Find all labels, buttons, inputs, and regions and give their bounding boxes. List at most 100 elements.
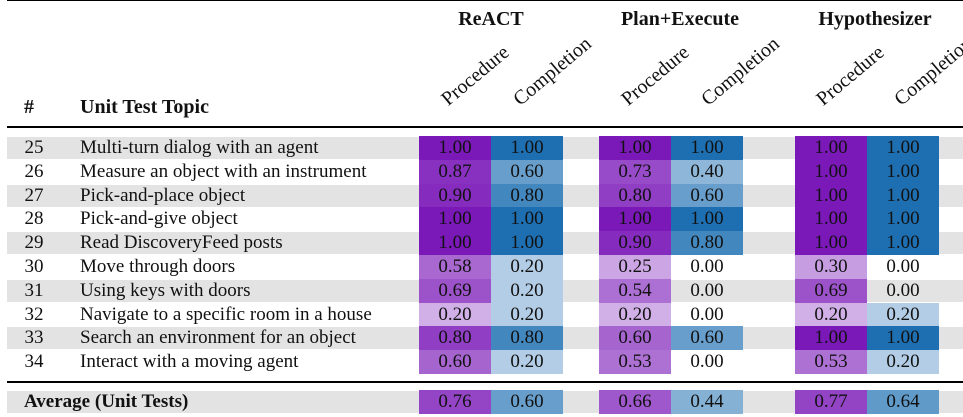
score-hyp-procedure: 1.00 <box>795 159 867 184</box>
row-number: 28 <box>24 208 44 230</box>
score-hyp-completion: 0.20 <box>867 350 939 375</box>
score-hyp-procedure: 0.69 <box>795 278 867 303</box>
score-react-completion: 0.20 <box>491 278 563 303</box>
row-topic: Multi-turn dialog with an agent <box>80 137 319 158</box>
score-plan-completion: 0.40 <box>671 159 743 184</box>
score-hyp-procedure: 0.30 <box>795 255 867 279</box>
row-topic: Navigate to a specific room in a house <box>80 303 372 325</box>
score-hyp-completion: 0.00 <box>886 279 920 301</box>
score-react-completion: 0.60 <box>491 159 563 184</box>
score-react-procedure: 0.90 <box>419 183 491 208</box>
average-rule <box>7 381 963 383</box>
header-rule <box>7 126 963 128</box>
score-hyp-procedure: 0.53 <box>795 350 867 375</box>
row-number: 32 <box>24 303 44 325</box>
row-topic: Using keys with doors <box>80 279 251 301</box>
score-plan-procedure: 0.20 <box>599 302 671 327</box>
score-plan-procedure: 1.00 <box>599 136 671 160</box>
col-header-plan-procedure: Procedure <box>617 41 694 111</box>
row-topic: Measure an object with an instrument <box>80 160 367 182</box>
col-header-react-completion: Completion <box>509 32 596 111</box>
row-number: 33 <box>24 327 44 349</box>
row-topic: Pick-and-give object <box>80 208 238 230</box>
score-plan-completion: 1.00 <box>671 136 743 160</box>
score-plan-completion: 0.00 <box>690 279 724 301</box>
col-header-react-procedure: Procedure <box>437 41 514 111</box>
score-plan-completion: 0.00 <box>690 351 724 373</box>
score-plan-completion: 0.80 <box>671 231 743 256</box>
row-topic: Pick-and-place object <box>80 184 246 206</box>
average-plan-completion: 0.44 <box>671 390 743 414</box>
row-number: 29 <box>24 232 44 254</box>
score-hyp-procedure: 1.00 <box>795 231 867 256</box>
row-number: 27 <box>24 184 44 206</box>
row-topic: Interact with a moving agent <box>80 351 299 373</box>
score-hyp-completion: 1.00 <box>867 326 939 351</box>
top-rule <box>7 0 963 1</box>
score-plan-completion: 0.60 <box>671 326 743 351</box>
col-header-hyp-procedure: Procedure <box>812 41 889 111</box>
row-number: 26 <box>24 160 44 182</box>
score-react-procedure: 0.80 <box>419 326 491 351</box>
score-plan-completion: 1.00 <box>671 207 743 232</box>
row-topic: Search an environment for an object <box>80 327 356 349</box>
row-number: 31 <box>24 279 44 301</box>
score-hyp-completion: 1.00 <box>867 136 939 160</box>
average-label: Average (Unit Tests) <box>24 391 189 412</box>
row-topic: Read DiscoveryFeed posts <box>80 232 283 254</box>
score-hyp-completion: 0.00 <box>886 256 920 277</box>
score-react-procedure: 1.00 <box>419 231 491 256</box>
average-react-completion: 0.60 <box>491 390 563 414</box>
score-plan-procedure: 0.90 <box>599 231 671 256</box>
score-hyp-completion: 1.00 <box>867 159 939 184</box>
score-plan-procedure: 0.60 <box>599 326 671 351</box>
row-number: 30 <box>24 256 44 277</box>
score-hyp-completion: 1.00 <box>867 207 939 232</box>
topic-column-header: Unit Test Topic <box>80 96 209 118</box>
score-hyp-procedure: 0.20 <box>795 302 867 327</box>
average-hyp-procedure: 0.77 <box>795 390 867 414</box>
score-react-completion: 0.20 <box>491 302 563 327</box>
score-react-completion: 0.80 <box>491 326 563 351</box>
score-react-procedure: 0.87 <box>419 159 491 184</box>
col-header-hyp-completion: Completion <box>890 32 963 111</box>
score-hyp-procedure: 1.00 <box>795 183 867 208</box>
group-header-react: ReACT <box>458 8 524 30</box>
group-header-hypothesizer: Hypothesizer <box>818 8 932 30</box>
score-plan-completion: 0.00 <box>690 256 724 277</box>
score-hyp-procedure: 1.00 <box>795 326 867 351</box>
score-hyp-completion: 0.20 <box>867 302 939 327</box>
average-plan-procedure: 0.66 <box>599 390 671 414</box>
average-react-procedure: 0.76 <box>419 390 491 414</box>
average-hyp-completion: 0.64 <box>867 390 939 414</box>
score-react-completion: 1.00 <box>491 207 563 232</box>
score-react-completion: 0.20 <box>491 350 563 375</box>
score-plan-procedure: 0.54 <box>599 278 671 303</box>
num-column-header: # <box>24 96 34 118</box>
score-react-procedure: 1.00 <box>419 207 491 232</box>
score-react-completion: 0.80 <box>491 183 563 208</box>
score-react-procedure: 0.58 <box>419 255 491 279</box>
score-react-completion: 1.00 <box>491 231 563 256</box>
score-hyp-procedure: 1.00 <box>795 207 867 232</box>
score-react-completion: 0.20 <box>491 255 563 279</box>
score-plan-completion: 0.60 <box>671 183 743 208</box>
score-react-procedure: 0.20 <box>419 302 491 327</box>
group-header-plan-execute: Plan+Execute <box>620 8 740 30</box>
row-number: 34 <box>24 351 44 373</box>
score-plan-completion: 0.00 <box>690 303 724 325</box>
score-plan-procedure: 0.53 <box>599 350 671 375</box>
score-plan-procedure: 0.73 <box>599 159 671 184</box>
score-hyp-completion: 1.00 <box>867 231 939 256</box>
score-hyp-completion: 1.00 <box>867 183 939 208</box>
score-hyp-procedure: 1.00 <box>795 136 867 160</box>
score-react-procedure: 0.60 <box>419 350 491 375</box>
row-topic: Move through doors <box>80 256 236 277</box>
score-react-completion: 1.00 <box>491 136 563 160</box>
col-header-plan-completion: Completion <box>697 32 784 111</box>
score-react-procedure: 0.69 <box>419 278 491 303</box>
score-plan-procedure: 0.80 <box>599 183 671 208</box>
score-react-procedure: 1.00 <box>419 136 491 160</box>
score-plan-procedure: 0.25 <box>599 255 671 279</box>
score-plan-procedure: 1.00 <box>599 207 671 232</box>
